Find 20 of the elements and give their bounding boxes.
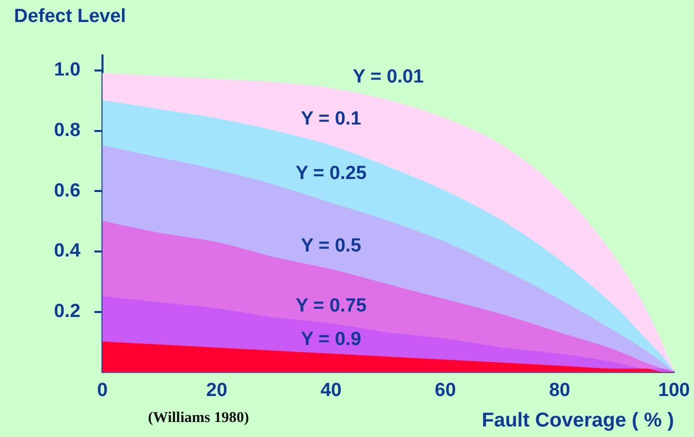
series-label: Y = 0.9 — [300, 328, 362, 350]
series-label: Y = 0.1 — [300, 108, 362, 130]
y-tick-label: 0.6 — [54, 180, 80, 202]
x-tick-label: 100 — [658, 380, 690, 401]
y-axis-title: Defect Level — [14, 6, 126, 28]
series-label: Y = 0.01 — [352, 66, 424, 88]
series-label: Y = 0.25 — [296, 162, 367, 184]
series-label: Y = 0.75 — [296, 296, 367, 317]
text: (Williams 1980) — [148, 410, 249, 427]
y-tick-label: 0.2 — [54, 301, 80, 322]
x-tick-label: 40 — [320, 380, 342, 401]
series-label: Y = 0.5 — [300, 235, 362, 256]
y-tick-label: 1.0 — [54, 60, 80, 81]
y-tick-label: 0.8 — [54, 120, 80, 142]
x-tick-label: 60 — [434, 380, 456, 401]
y-tick-label: 0.4 — [54, 240, 81, 262]
x-axis-title: Fault Coverage ( % ) — [482, 410, 674, 432]
x-tick-label: 0 — [97, 380, 108, 401]
x-tick-label: 80 — [549, 380, 570, 401]
x-tick-label: 20 — [206, 380, 228, 401]
